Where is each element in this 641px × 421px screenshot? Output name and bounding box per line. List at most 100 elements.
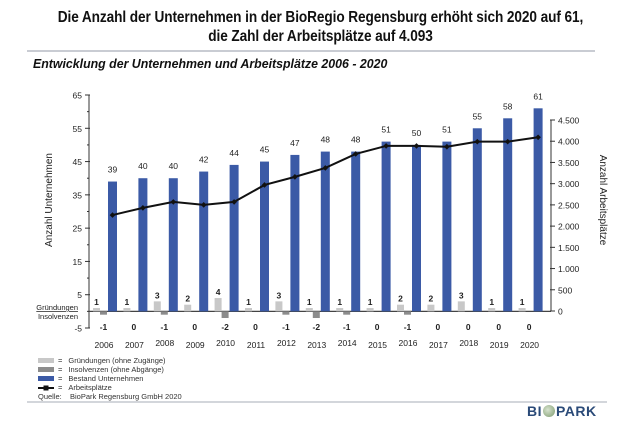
legend-eq: =	[58, 356, 63, 365]
label-insolvenzen: 0	[496, 322, 501, 332]
bar-bestand	[168, 178, 178, 312]
point-arbeitsplaetze	[261, 182, 268, 188]
point-arbeitsplaetze	[352, 151, 359, 157]
y-tick-label: 25	[73, 224, 83, 234]
label-bestand: 47	[290, 138, 300, 148]
bar-insolvenzen	[343, 311, 351, 315]
bar-insolvenzen	[160, 311, 168, 315]
x-tick-label: 2009	[186, 340, 205, 350]
label-gruendungen: 1	[125, 297, 130, 307]
chart-title: Die Anzahl der Unternehmen in der BioReg…	[38, 8, 602, 46]
x-tick-label: 2011	[247, 340, 266, 350]
bar-gruendungen	[427, 304, 435, 312]
bar-bestand	[503, 118, 513, 312]
bar-gruendungen	[336, 308, 344, 312]
bar-bestand	[260, 161, 269, 312]
bar-insolvenzen	[312, 311, 320, 319]
label-gruendungen: 2	[429, 294, 434, 304]
y2-tick-label: 0	[558, 307, 563, 317]
source-value: BioPark Regensburg GmbH 2020	[70, 392, 182, 401]
y2-tick-label: 4.500	[558, 116, 580, 126]
legend-eq: =	[58, 365, 63, 374]
y-tick-label: 65	[73, 91, 83, 101]
label-bestand: 51	[442, 125, 452, 135]
labels-group: 1-1392006104020073-1402008204220094-2442…	[94, 91, 543, 350]
y-tick-label: 15	[73, 257, 83, 267]
bar-bestand	[472, 128, 482, 312]
point-arbeitsplaetze	[413, 143, 420, 149]
label-insolvenzen: -1	[161, 322, 169, 332]
label-gruendungen: 1	[520, 297, 525, 307]
label-gruendungen: 2	[185, 294, 190, 304]
y2-tick-label: 1.000	[558, 264, 580, 274]
label-insolvenzen: -2	[221, 322, 229, 332]
legend-swatch-insolvenzen	[38, 367, 54, 372]
x-tick-label: 2007	[125, 340, 144, 350]
bar-gruendungen	[245, 308, 252, 312]
legend-item-insolvenzen: = Insolvenzen (ohne Abgänge)	[38, 365, 182, 374]
y2-tick-label: 2.500	[558, 200, 580, 210]
title-line-2: die Zahl der Arbeitsplätze auf 4.093	[208, 28, 433, 45]
bar-gruendungen	[457, 301, 465, 312]
legend-swatch-gruendungen	[38, 358, 54, 363]
bar-gruendungen	[488, 308, 496, 312]
x-tick-label: 2018	[459, 338, 478, 348]
bar-bestand	[138, 178, 148, 312]
label-insolvenzen: 0	[466, 322, 471, 332]
bar-insolvenzen	[100, 311, 107, 315]
legend-label: Bestand Unternehmen	[68, 374, 144, 383]
point-arbeitsplaetze	[140, 205, 146, 211]
bar-bestand	[108, 181, 117, 312]
footer-divider	[27, 401, 607, 403]
bar-bestand	[412, 144, 421, 312]
label-bestand: 39	[108, 165, 118, 175]
logo-text-left: BI	[527, 403, 542, 419]
x-tick-label: 2010	[216, 338, 235, 348]
point-arbeitsplaetze	[322, 165, 329, 171]
label-bestand: 40	[169, 161, 179, 171]
bar-gruendungen	[123, 308, 131, 312]
x-tick-label: 2017	[429, 340, 448, 350]
x-tick-label: 2014	[338, 338, 357, 348]
label-insolvenzen: -2	[313, 322, 321, 332]
point-arbeitsplaetze	[444, 143, 450, 150]
legend-item-bestand: = Bestand Unternehmen	[38, 374, 182, 383]
legend-line-marker-icon	[38, 385, 54, 390]
label-insolvenzen: 0	[192, 322, 197, 332]
gruendungen-axis-label: Gründungen	[36, 303, 78, 312]
label-bestand: 48	[321, 135, 331, 145]
bar-bestand	[351, 151, 361, 312]
y-tick-label: -5	[74, 324, 82, 334]
legend-label: Arbeitsplätze	[68, 383, 112, 392]
y2-tick-label: 1.500	[558, 243, 580, 253]
label-gruendungen: 1	[246, 297, 251, 307]
bars-group	[93, 108, 543, 319]
label-bestand: 48	[351, 135, 361, 145]
bar-gruendungen	[153, 301, 161, 312]
x-tick-label: 2019	[490, 340, 509, 350]
bar-bestand	[290, 154, 300, 312]
legend: = Gründungen (ohne Zugänge) = Insolvenze…	[38, 356, 182, 401]
y2-tick-label: 2.000	[558, 222, 580, 232]
point-arbeitsplaetze	[231, 199, 237, 205]
point-arbeitsplaetze	[170, 199, 177, 205]
x-tick-label: 2013	[307, 340, 326, 350]
x-tick-label: 2012	[277, 338, 296, 348]
title-line-1: Die Anzahl der Unternehmen in der BioReg…	[57, 9, 584, 26]
bar-gruendungen	[275, 301, 283, 312]
line-group	[109, 134, 541, 218]
source-line: Quelle: BioPark Regensburg GmbH 2020	[38, 392, 182, 401]
title-divider	[27, 50, 595, 52]
bar-insolvenzen	[404, 311, 411, 315]
bar-gruendungen	[518, 308, 526, 312]
insolvenzen-axis-label: Insolvenzen	[38, 312, 78, 321]
bar-bestand	[533, 108, 543, 312]
logo-text-right: PARK	[556, 403, 597, 419]
label-insolvenzen: 0	[132, 322, 137, 332]
bar-gruendungen	[397, 304, 404, 312]
label-bestand: 51	[381, 125, 391, 135]
bar-insolvenzen	[282, 311, 290, 315]
source-label: Quelle:	[38, 392, 62, 401]
bar-insolvenzen	[221, 311, 229, 319]
legend-label: Gründungen (ohne Zugänge)	[68, 356, 166, 365]
